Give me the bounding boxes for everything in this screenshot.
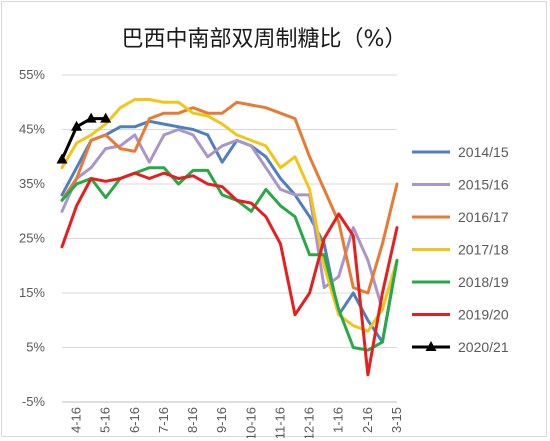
legend-label: 2020/21 (458, 339, 509, 355)
triangle-marker (71, 120, 83, 131)
legend: 2014/15 2015/16 2016/17 2017/18 2018/19 2019/… (412, 144, 509, 355)
y-tick-label: 25% (19, 231, 45, 246)
legend-label: 2016/17 (458, 209, 509, 225)
y-tick-label: -5% (22, 394, 46, 409)
x-tick-label: 12-16 (302, 407, 317, 438)
x-tick-label: 6-16 (127, 407, 142, 433)
y-tick-label: 55% (19, 67, 45, 82)
gridlines (62, 74, 397, 403)
series-line-2017-18 (60, 98, 399, 333)
legend-label: 2019/20 (458, 307, 509, 323)
y-tick-label: 45% (19, 122, 45, 137)
y-tick-label: 5% (26, 340, 45, 355)
x-tick-label: 7-16 (156, 407, 171, 433)
x-tick-label: 10-16 (243, 407, 258, 438)
y-tick-label: 15% (19, 285, 45, 300)
series-line-2018-19 (60, 166, 399, 352)
x-tick-label: 4-16 (69, 407, 84, 433)
x-tick-label: 1-16 (331, 407, 346, 433)
triangle-marker (100, 112, 112, 123)
x-tick-label: 8-16 (185, 407, 200, 433)
x-tick-label: 3-15 (389, 407, 404, 433)
x-tick-label: 11-16 (272, 407, 287, 438)
series-line-2016-17 (60, 100, 399, 295)
legend-label: 2017/18 (458, 242, 509, 258)
legend-label: 2018/19 (458, 274, 509, 290)
series-line-2014-15 (60, 119, 399, 344)
legend-label: 2014/15 (458, 144, 509, 160)
x-tick-label: 5-16 (98, 407, 113, 433)
series-line-2019-20 (60, 171, 399, 377)
x-axis: 4-16 5-16 6-16 7-16 8-16 9-16 10-16 11-16 12-16 1… (62, 401, 404, 438)
series-lines (56, 98, 399, 377)
series-line-2020-21 (60, 117, 108, 161)
legend-triangle-marker (425, 341, 437, 351)
x-tick-label: 9-16 (214, 407, 229, 433)
triangle-marker (56, 153, 68, 164)
x-tick-label: 2-16 (360, 407, 375, 433)
y-tick-label: 35% (19, 176, 45, 191)
chart-title: 巴西中南部双周制糖比（%） (122, 27, 407, 52)
y-axis: -5% 5% 15% 25% 35% 45% 55% (19, 67, 45, 409)
triangle-marker (85, 112, 97, 123)
legend-label: 2015/16 (458, 177, 509, 193)
